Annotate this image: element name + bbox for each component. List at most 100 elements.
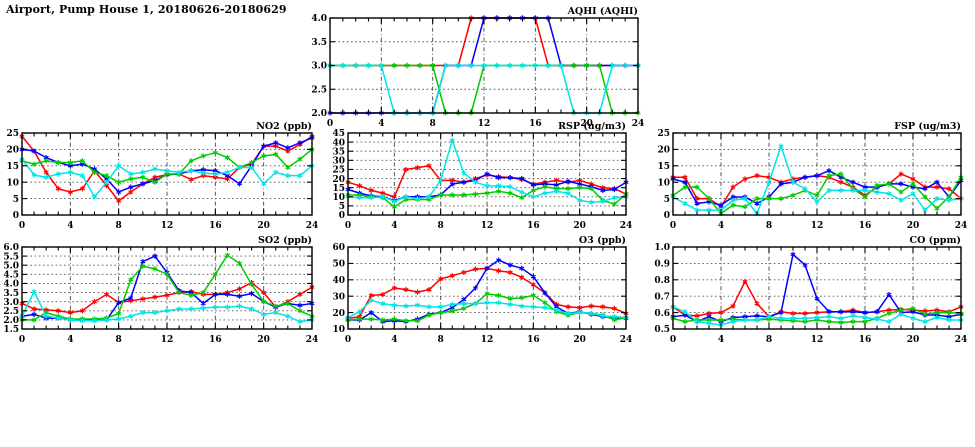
y-tick-label: 2.0 [311, 109, 327, 119]
x-tick-label: 0 [670, 335, 676, 345]
x-tick-label: 4 [67, 335, 73, 345]
y-tick-label: 0.9 [654, 260, 670, 270]
y-tick-label: 25 [6, 129, 19, 139]
x-tick-label: 8 [766, 335, 772, 345]
x-tick-label: 0 [327, 119, 333, 129]
chart-svg-aqhi: 2.0 2.5 3.0 3.5 4.0 0 4 8 12 16 20 24 [311, 14, 645, 129]
chart-title-o3: O3 (ppb) [578, 235, 626, 246]
chart-title-no2: NO2 (ppb) [256, 121, 312, 132]
x-tick-label: 16 [209, 221, 222, 231]
x-tick-label: 8 [430, 119, 436, 129]
y-tick-label: 0.8 [654, 276, 670, 286]
chart-svg-co: 0.5 0.6 0.7 0.8 0.9 1.0 0 4 8 12 16 20 24 [654, 243, 968, 345]
y-tick-label: 5 [339, 202, 345, 212]
y-tick-label: 1.0 [654, 243, 670, 253]
y-tick-label: 4.0 [311, 14, 327, 24]
chart-title-so2: SO2 (ppb) [258, 235, 312, 246]
chart-svg-fsp: 0 5 10 15 20 25 0 4 8 12 16 20 24 [657, 129, 968, 231]
y-tick-label: 0.5 [654, 325, 670, 335]
x-tick-label: 24 [306, 221, 319, 231]
x-tick-label: 8 [438, 335, 444, 345]
y-tick-label: 10 [332, 193, 345, 203]
y-tick-label: 15 [657, 162, 670, 172]
y-tick-label: 2.5 [3, 307, 19, 317]
y-tick-label: 5.5 [3, 252, 19, 262]
x-tick-label: 0 [670, 221, 676, 231]
x-tick-label: 12 [481, 221, 494, 231]
x-tick-label: 0 [345, 221, 351, 231]
chart-panel-co: CO (ppm) 0.5 0.6 0.7 0.8 0.9 1.0 0 4 8 12 16 20 24 [654, 235, 967, 345]
y-tick-label: 30 [332, 292, 345, 302]
y-tick-label: 5.0 [3, 261, 19, 271]
x-tick-label: 4 [67, 221, 73, 231]
y-tick-label: 50 [332, 260, 345, 270]
x-tick-label: 16 [529, 119, 542, 129]
y-tick-label: 2.0 [3, 316, 19, 326]
y-tick-label: 3.0 [3, 298, 19, 308]
x-tick-label: 12 [478, 119, 491, 129]
x-tick-label: 4 [391, 221, 397, 231]
y-tick-label: 4.5 [3, 271, 19, 281]
y-tick-label: 10 [332, 325, 345, 335]
y-tick-label: 5 [664, 195, 670, 205]
y-tick-label: 60 [332, 243, 345, 253]
y-tick-label: 10 [6, 178, 19, 188]
x-tick-label: 24 [306, 335, 319, 345]
x-tick-label: 12 [161, 221, 174, 231]
chart-panel-no2: NO2 (ppb) 0 5 10 15 20 25 0 4 8 12 16 20 24 [6, 121, 318, 231]
y-tick-label: 25 [332, 166, 345, 176]
y-tick-label: 20 [657, 146, 670, 156]
chart-panel-fsp: FSP (ug/m3) 0 5 10 15 20 25 0 4 8 12 16 20 24 [657, 121, 967, 231]
x-tick-label: 16 [859, 221, 872, 231]
y-tick-label: 20 [332, 309, 345, 319]
x-tick-label: 8 [438, 221, 444, 231]
x-tick-label: 4 [718, 221, 724, 231]
y-tick-label: 0.6 [654, 309, 670, 319]
y-tick-label: 15 [6, 162, 19, 172]
x-tick-label: 16 [527, 335, 540, 345]
y-tick-label: 20 [6, 146, 19, 156]
x-tick-label: 24 [632, 119, 645, 129]
x-tick-label: 4 [378, 119, 384, 129]
y-tick-label: 0 [339, 211, 345, 221]
chart-panel-so2: SO2 (ppb) 1.5 2.0 2.5 3.0 3.5 4.0 4.5 5.0 5.5 6.0… [3, 235, 318, 345]
y-tick-label: 6.0 [3, 243, 19, 253]
page-title: Airport, Pump House 1, 20180626-20180629 [6, 3, 287, 16]
x-tick-label: 16 [209, 335, 222, 345]
chart-svg-so2: 1.52.02.53.03.54.04.55.05.56.0 0 4 8 12 16 20 2… [3, 243, 319, 345]
chart-title-rsp: RSP (ug/m3) [558, 121, 626, 132]
y-tick-label: 4.0 [3, 280, 19, 290]
x-tick-label: 20 [907, 221, 920, 231]
x-tick-label: 24 [620, 335, 633, 345]
x-tick-label: 20 [580, 119, 593, 129]
y-tick-label: 35 [332, 147, 345, 157]
y-tick-label: 20 [332, 175, 345, 185]
x-tick-label: 20 [257, 335, 270, 345]
x-tick-label: 12 [811, 335, 824, 345]
y-tick-label: 2.5 [311, 85, 327, 95]
chart-panel-o3: O3 (ppb) 10 20 30 40 50 60 0 4 8 12 16 20 24 [332, 235, 632, 345]
x-tick-label: 8 [116, 221, 122, 231]
x-tick-label: 20 [573, 335, 586, 345]
y-tick-label: 0.7 [654, 292, 670, 302]
chart-title-fsp: FSP (ug/m3) [894, 121, 961, 132]
y-tick-label: 0 [13, 211, 19, 221]
y-tick-label: 3.5 [3, 289, 19, 299]
chart-title-aqhi: AQHI (AQHI) [567, 6, 638, 17]
x-tick-label: 16 [859, 335, 872, 345]
x-tick-label: 16 [527, 221, 540, 231]
y-tick-label: 40 [332, 276, 345, 286]
y-tick-label: 3.5 [311, 38, 327, 48]
x-tick-label: 0 [19, 221, 25, 231]
y-tick-label: 3.0 [311, 62, 327, 72]
x-tick-label: 24 [955, 335, 968, 345]
chart-panel-aqhi: AQHI (AQHI) 2.0 2.5 3.0 3.5 4.0 0 4 8 12 16 20 24 [311, 6, 644, 129]
chart-panel-rsp: RSP (ug/m3) 0 5 10 15 20 25 30 35 40 45 0 4 8 12 16 20 2… [332, 121, 632, 231]
x-tick-label: 8 [766, 221, 772, 231]
y-tick-label: 15 [332, 184, 345, 194]
chart-title-co: CO (ppm) [909, 235, 961, 246]
y-tick-label: 40 [332, 138, 345, 148]
x-tick-label: 24 [955, 221, 968, 231]
y-tick-label: 30 [332, 157, 345, 167]
